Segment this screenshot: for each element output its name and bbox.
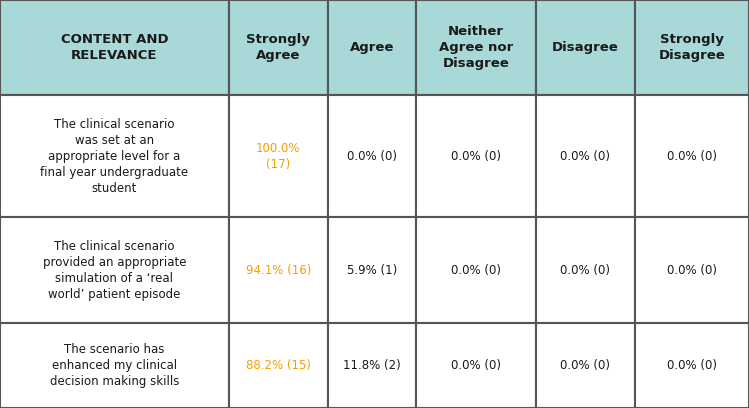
Bar <box>328 323 416 408</box>
Bar <box>229 217 328 323</box>
Bar <box>0 217 229 323</box>
Text: 0.0% (0): 0.0% (0) <box>667 150 717 163</box>
Text: The clinical scenario
was set at an
appropriate level for a
final year undergrad: The clinical scenario was set at an appr… <box>40 118 189 195</box>
Bar <box>536 217 634 323</box>
Bar <box>0 95 229 217</box>
Bar <box>229 323 328 408</box>
Bar <box>416 95 536 217</box>
Text: 0.0% (0): 0.0% (0) <box>667 264 717 277</box>
Text: 0.0% (0): 0.0% (0) <box>667 359 717 372</box>
Bar <box>328 217 416 323</box>
Text: 11.8% (2): 11.8% (2) <box>343 359 401 372</box>
Bar <box>229 95 328 217</box>
Text: Disagree: Disagree <box>552 41 619 54</box>
Text: 5.9% (1): 5.9% (1) <box>347 264 397 277</box>
Text: 0.0% (0): 0.0% (0) <box>451 359 501 372</box>
Text: 100.0%
(17): 100.0% (17) <box>256 142 300 171</box>
Bar <box>0 0 229 95</box>
Bar <box>328 0 416 95</box>
Text: 0.0% (0): 0.0% (0) <box>347 150 397 163</box>
Text: Neither
Agree nor
Disagree: Neither Agree nor Disagree <box>439 25 513 70</box>
Text: 0.0% (0): 0.0% (0) <box>560 359 610 372</box>
Text: Strongly
Disagree: Strongly Disagree <box>658 33 725 62</box>
Text: 94.1% (16): 94.1% (16) <box>246 264 311 277</box>
Bar <box>634 217 749 323</box>
Bar <box>416 217 536 323</box>
Text: 88.2% (15): 88.2% (15) <box>246 359 311 372</box>
Bar <box>634 95 749 217</box>
Bar <box>536 95 634 217</box>
Text: 0.0% (0): 0.0% (0) <box>560 264 610 277</box>
Text: Strongly
Agree: Strongly Agree <box>246 33 310 62</box>
Text: The clinical scenario
provided an appropriate
simulation of a ‘real
world’ patie: The clinical scenario provided an approp… <box>43 240 187 301</box>
Bar <box>229 0 328 95</box>
Text: 0.0% (0): 0.0% (0) <box>451 150 501 163</box>
Bar <box>328 95 416 217</box>
Bar <box>634 323 749 408</box>
Bar <box>536 0 634 95</box>
Text: The scenario has
enhanced my clinical
decision making skills: The scenario has enhanced my clinical de… <box>49 343 179 388</box>
Text: 0.0% (0): 0.0% (0) <box>451 264 501 277</box>
Bar <box>0 323 229 408</box>
Bar <box>634 0 749 95</box>
Text: Agree: Agree <box>350 41 394 54</box>
Bar <box>536 323 634 408</box>
Text: 0.0% (0): 0.0% (0) <box>560 150 610 163</box>
Bar <box>416 0 536 95</box>
Text: CONTENT AND
RELEVANCE: CONTENT AND RELEVANCE <box>61 33 169 62</box>
Bar <box>416 323 536 408</box>
